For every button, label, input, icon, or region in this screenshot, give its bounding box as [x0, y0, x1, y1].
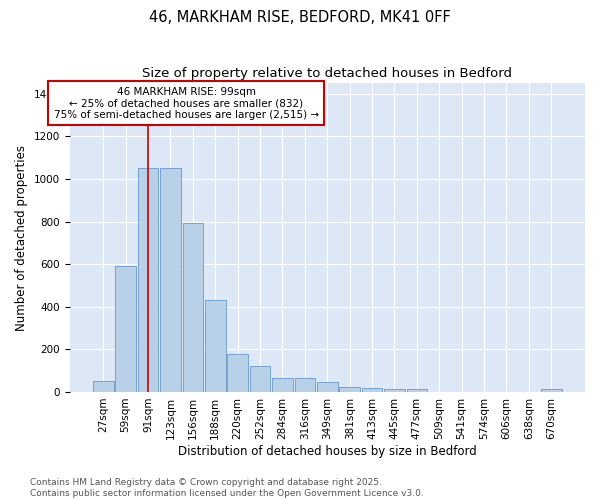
Bar — [407, 390, 427, 392]
Bar — [93, 382, 113, 392]
X-axis label: Distribution of detached houses by size in Bedford: Distribution of detached houses by size … — [178, 444, 476, 458]
Bar — [317, 382, 338, 392]
Title: Size of property relative to detached houses in Bedford: Size of property relative to detached ho… — [142, 68, 512, 80]
Bar — [115, 266, 136, 392]
Bar — [250, 366, 271, 392]
Y-axis label: Number of detached properties: Number of detached properties — [15, 144, 28, 330]
Bar — [541, 390, 562, 392]
Bar — [227, 354, 248, 392]
Text: Contains HM Land Registry data © Crown copyright and database right 2025.
Contai: Contains HM Land Registry data © Crown c… — [30, 478, 424, 498]
Text: 46 MARKHAM RISE: 99sqm
← 25% of detached houses are smaller (832)
75% of semi-de: 46 MARKHAM RISE: 99sqm ← 25% of detached… — [53, 86, 319, 120]
Bar — [272, 378, 293, 392]
Bar — [182, 222, 203, 392]
Bar — [362, 388, 382, 392]
Bar — [205, 300, 226, 392]
Text: 46, MARKHAM RISE, BEDFORD, MK41 0FF: 46, MARKHAM RISE, BEDFORD, MK41 0FF — [149, 10, 451, 25]
Bar — [138, 168, 158, 392]
Bar — [340, 386, 360, 392]
Bar — [384, 389, 405, 392]
Bar — [295, 378, 315, 392]
Bar — [160, 168, 181, 392]
